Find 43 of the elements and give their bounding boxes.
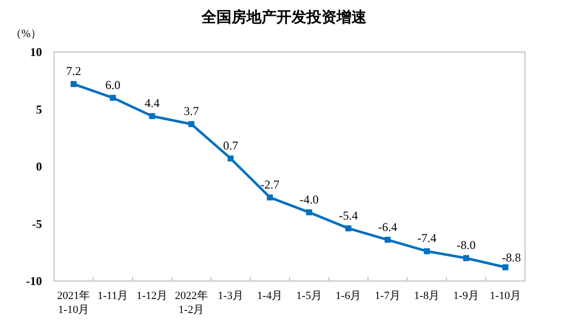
point (188, 121, 194, 128)
chart-title: 全国房地产开发投资增速 (200, 8, 368, 26)
data-label: -8.8 (502, 250, 521, 264)
data-label: -4.0 (300, 192, 319, 206)
y-tick-label: 0 (36, 160, 42, 174)
y-tick-label: -5 (32, 216, 42, 231)
data-label: -6.4 (378, 220, 398, 234)
data-label: -2.7 (260, 177, 280, 192)
point (345, 225, 352, 232)
x-tick-label: 2022年 1-2月 (174, 290, 208, 316)
point (384, 236, 391, 243)
x-tick-label: 1-7月 (374, 290, 400, 302)
data-label: -7.4 (417, 231, 436, 246)
point (424, 248, 430, 254)
y-tick-label: 10 (30, 45, 42, 59)
x-tick-label: 1-6月 (336, 290, 362, 302)
point (306, 209, 312, 216)
data-label: 0.7 (223, 138, 238, 152)
point (70, 81, 77, 88)
x-tick-label: 1-12月 (136, 290, 168, 302)
x-tick-label: 1-3月 (218, 290, 244, 302)
data-label: 3.7 (184, 104, 199, 118)
point (149, 113, 156, 120)
data-label: -5.4 (338, 208, 358, 222)
data-label: 4.4 (144, 96, 160, 110)
data-label: 6.0 (105, 78, 120, 92)
point (502, 264, 508, 270)
y-tick-label: 5 (36, 102, 42, 116)
point (463, 255, 470, 262)
y-axis-title: （%） (10, 28, 42, 40)
x-tick-label: 1-9月 (453, 290, 479, 302)
data-label: -8.0 (456, 238, 476, 252)
x-tick-label: 1-4月 (257, 290, 283, 302)
x-tick-label: 1-11月 (97, 290, 128, 302)
x-tick-label: 2021年 1-10月 (57, 290, 90, 316)
x-tick-label: 1-8月 (414, 290, 440, 302)
data-label: 7.2 (66, 64, 82, 78)
x-tick-label: 1-5月 (296, 290, 322, 302)
y-tick-label: -10 (26, 274, 42, 288)
point (266, 194, 273, 200)
point (110, 94, 116, 101)
x-tick-label: 1-10月 (490, 290, 521, 302)
point (228, 155, 234, 162)
